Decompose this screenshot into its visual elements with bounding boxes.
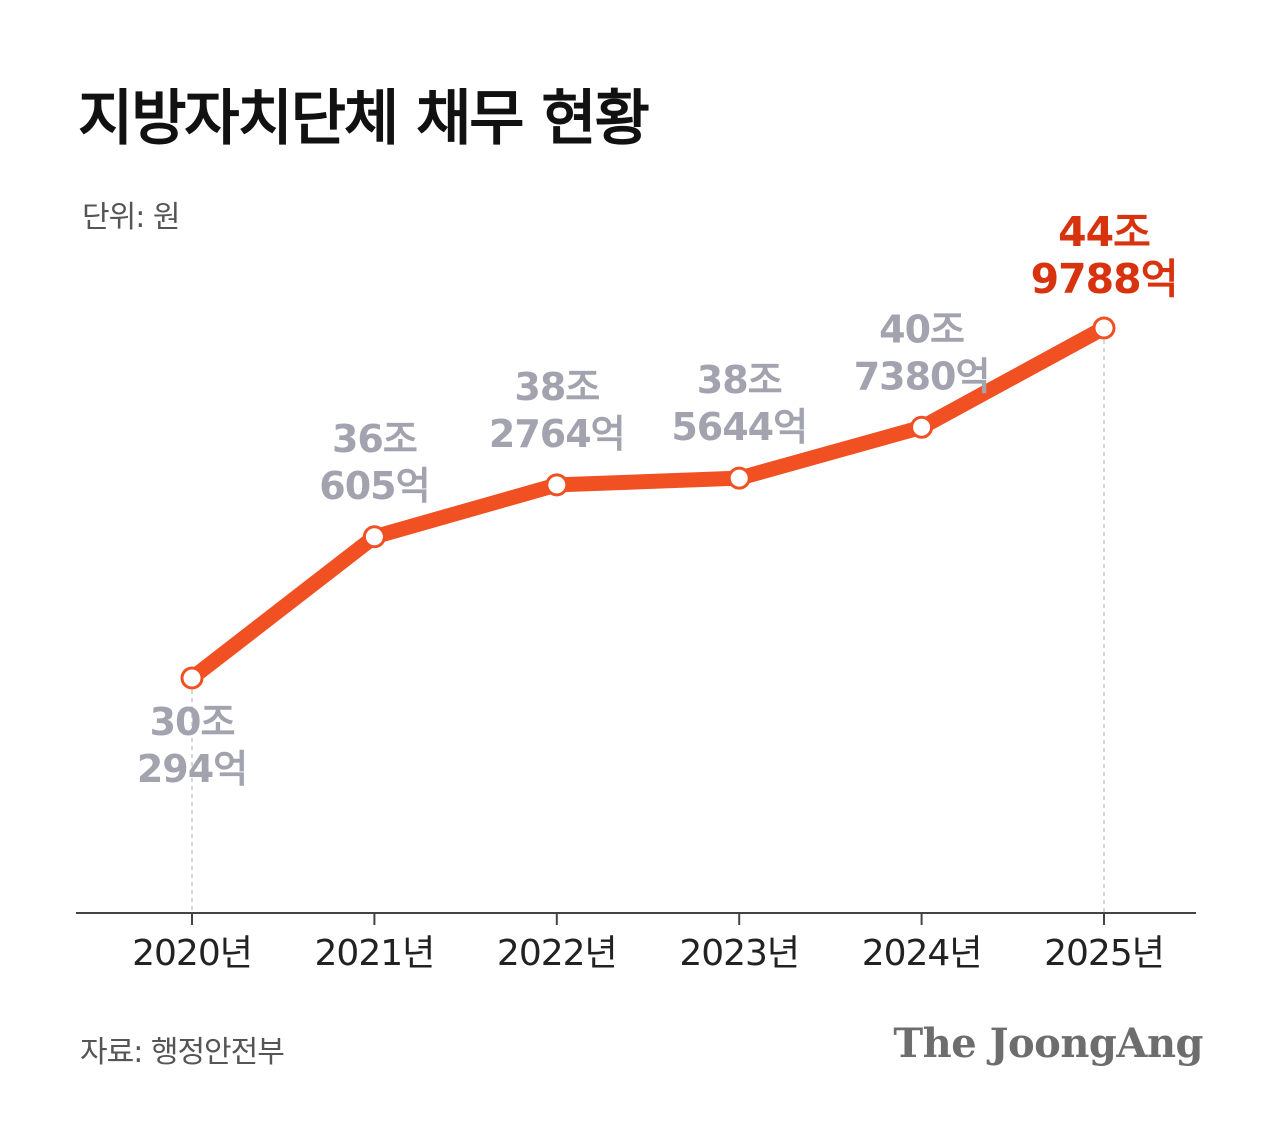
unit-label: 단위: 원: [82, 200, 180, 235]
value-label: 9788억: [1031, 255, 1178, 303]
chart-title: 지방자치단체 채무 현황: [78, 84, 650, 154]
value-label: 44조: [1058, 208, 1150, 256]
value-label: 294억: [137, 747, 247, 791]
value-label: 2764억: [489, 412, 625, 456]
data-point: [1092, 316, 1116, 340]
value-label: 36조: [332, 417, 417, 461]
data-markers: [180, 316, 1116, 690]
x-tick-label: 2024년: [862, 933, 982, 974]
x-tick-label: 2023년: [679, 933, 799, 974]
value-label: 30조: [150, 700, 235, 744]
x-tick-label: 2021년: [315, 933, 435, 974]
data-point: [727, 466, 751, 490]
x-tick-label: 2020년: [132, 933, 252, 974]
value-label: 38조: [514, 365, 599, 409]
x-ticks: [191, 913, 1105, 925]
data-point: [362, 525, 386, 549]
x-tick-labels: 2020년 2021년 2022년 2023년 2024년 2025년: [132, 933, 1165, 974]
value-label: 40조: [879, 307, 964, 351]
data-point: [545, 473, 569, 497]
series-line-debt: [184, 320, 1112, 686]
value-labels: 30조294억36조605억38조2764억38조5644억40조7380억44…: [137, 208, 1179, 791]
value-label: 7380억: [854, 354, 990, 398]
x-tick-label: 2022년: [497, 933, 617, 974]
value-label: 605억: [319, 464, 429, 508]
value-label: 38조: [697, 358, 782, 402]
value-label: 5644억: [671, 405, 807, 449]
data-point: [180, 666, 204, 690]
guide-lines: [191, 340, 1105, 913]
brand-logo: The JoongAng: [893, 1020, 1203, 1067]
source-note: 자료: 행정안전부: [80, 1035, 285, 1070]
data-point: [910, 415, 934, 439]
x-tick-label: 2025년: [1044, 933, 1164, 974]
